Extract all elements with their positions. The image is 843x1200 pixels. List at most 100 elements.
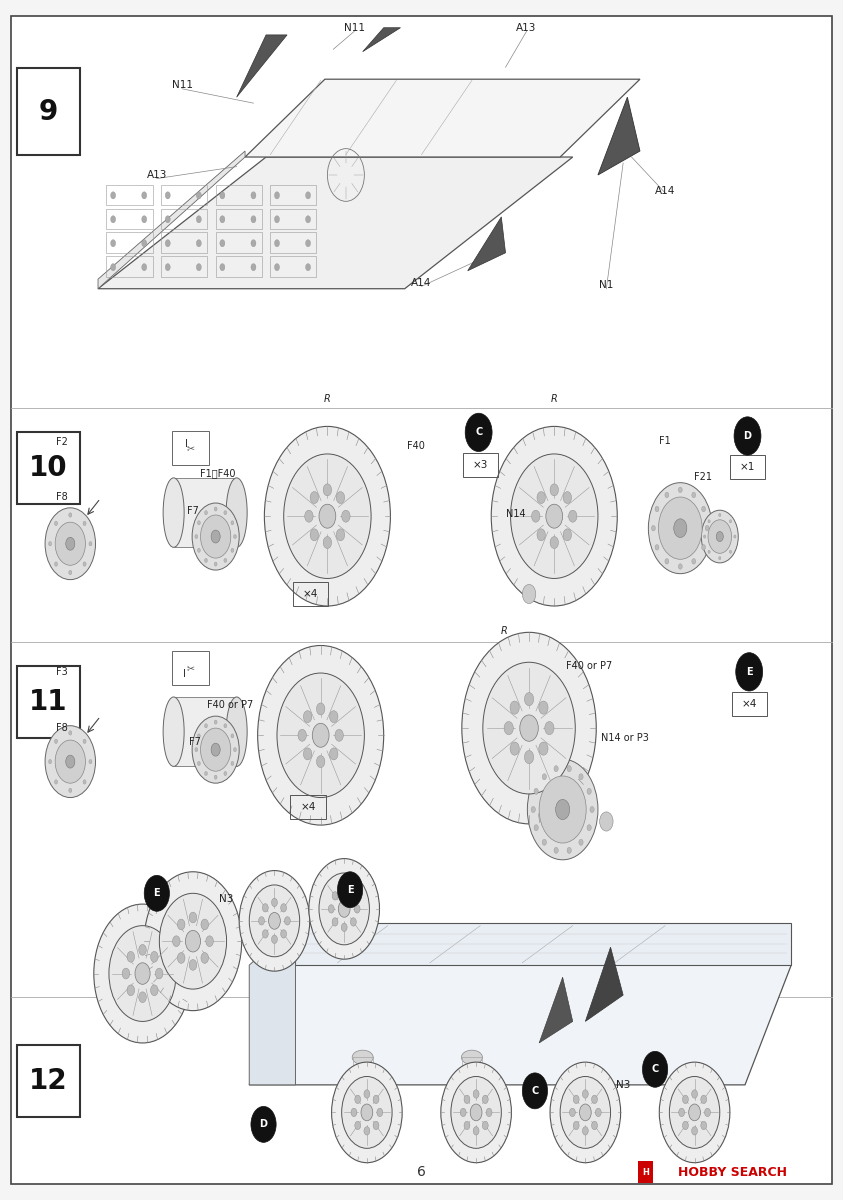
Circle shape [351,892,357,900]
Circle shape [705,1109,711,1117]
Circle shape [534,788,539,794]
Circle shape [165,240,170,247]
Circle shape [341,923,347,931]
Circle shape [683,1096,689,1104]
Circle shape [231,734,234,738]
Text: ×4: ×4 [303,589,319,599]
Circle shape [192,503,239,570]
Circle shape [351,918,357,926]
Circle shape [69,570,72,575]
Circle shape [338,900,350,917]
Text: ✂: ✂ [186,664,195,673]
Circle shape [708,520,732,553]
Text: C: C [531,1086,539,1096]
Circle shape [587,824,591,830]
Circle shape [537,529,545,541]
Circle shape [303,748,312,760]
Circle shape [316,703,325,715]
Circle shape [231,762,234,766]
Circle shape [691,1090,697,1098]
Text: 11: 11 [29,688,67,715]
Circle shape [259,917,265,925]
Circle shape [332,892,338,900]
Circle shape [524,692,534,706]
Circle shape [55,780,57,784]
Circle shape [251,216,256,223]
FancyBboxPatch shape [17,68,79,155]
Circle shape [110,240,115,247]
Polygon shape [98,151,245,289]
Bar [106,209,153,229]
Text: N11: N11 [171,80,192,90]
Circle shape [271,935,277,943]
Circle shape [110,264,115,271]
Bar [291,796,325,820]
Circle shape [275,216,280,223]
Circle shape [665,559,668,564]
Text: F40 or P7: F40 or P7 [566,661,613,671]
Circle shape [729,551,732,553]
Circle shape [691,1127,697,1135]
Circle shape [465,413,492,451]
Bar [161,185,207,205]
Circle shape [196,240,201,247]
Circle shape [655,506,659,511]
Text: R: R [324,394,330,404]
Circle shape [55,739,57,744]
Circle shape [708,551,710,553]
Circle shape [69,512,72,517]
Circle shape [717,532,723,541]
Polygon shape [245,79,640,157]
Circle shape [341,510,350,522]
Bar [271,209,316,229]
Circle shape [323,484,331,496]
Circle shape [45,508,95,580]
Circle shape [706,526,709,530]
Circle shape [305,216,310,223]
Circle shape [701,1096,706,1104]
Bar [730,455,765,479]
Circle shape [310,529,319,541]
Text: H: H [642,1168,649,1177]
Circle shape [567,847,572,853]
Text: F7: F7 [187,506,199,516]
Circle shape [683,1121,689,1129]
Circle shape [523,1073,548,1109]
Circle shape [251,192,256,199]
Circle shape [473,1127,479,1135]
Circle shape [220,216,225,223]
Text: ×4: ×4 [300,802,316,812]
Polygon shape [598,97,640,175]
Circle shape [122,968,130,979]
Circle shape [550,536,558,548]
Text: I: I [185,439,188,449]
Polygon shape [585,947,623,1021]
Circle shape [55,740,85,784]
Circle shape [269,912,281,929]
Text: R: R [550,394,557,404]
Circle shape [590,806,594,812]
Circle shape [464,1121,470,1129]
Bar [161,257,207,277]
Circle shape [94,904,191,1043]
Circle shape [231,521,234,524]
Polygon shape [540,977,572,1043]
Text: C: C [652,1064,658,1074]
Circle shape [262,930,268,938]
Bar [216,257,262,277]
Circle shape [224,772,227,775]
Circle shape [316,756,325,768]
Circle shape [473,1090,479,1098]
Circle shape [281,930,287,938]
Text: N1: N1 [599,280,614,290]
Circle shape [196,264,201,271]
Circle shape [224,558,227,563]
Circle shape [669,1076,720,1148]
Circle shape [573,1096,579,1104]
Circle shape [736,653,763,691]
Circle shape [648,482,712,574]
Circle shape [110,192,115,199]
Circle shape [592,1121,598,1129]
Text: F40 or P7: F40 or P7 [207,701,253,710]
Circle shape [305,264,310,271]
